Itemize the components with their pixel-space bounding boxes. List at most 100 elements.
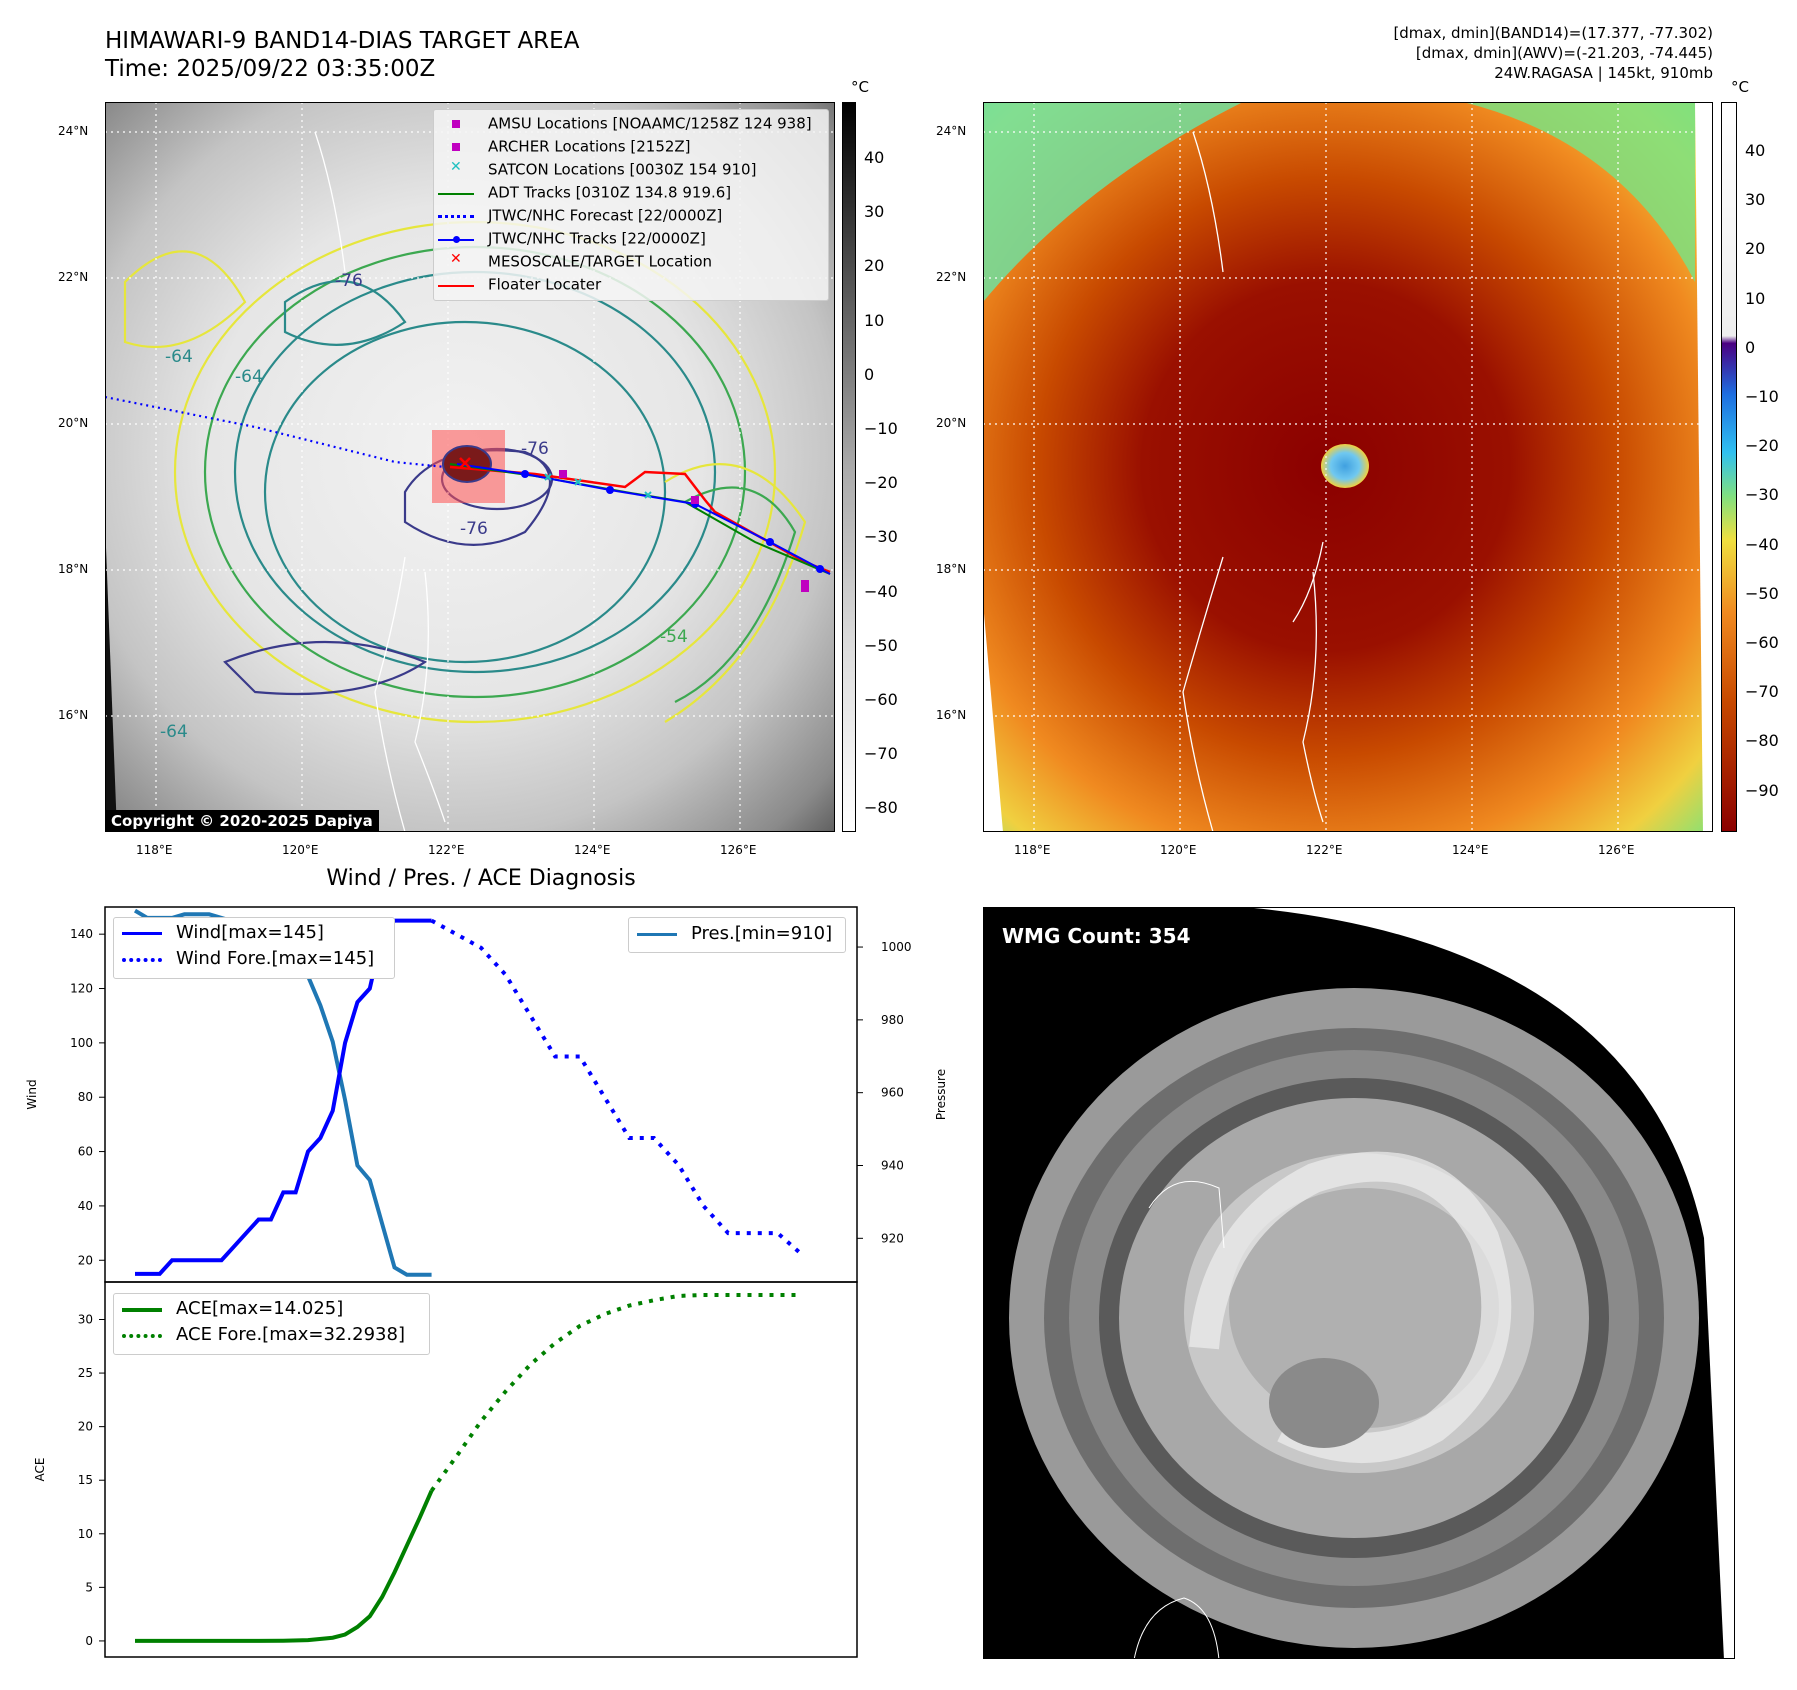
- legend-label: JTWC/NHC Tracks [22/0000Z]: [488, 229, 706, 248]
- wind-ytick-label: 80: [78, 1090, 93, 1104]
- ace-legend: ACE[max=14.025] ACE Fore.[max=32.2938]: [113, 1293, 430, 1355]
- copyright-label: Copyright © 2020-2025 Dapiya: [105, 810, 379, 832]
- ace-fore-legend-label: ACE Fore.[max=32.2938]: [176, 1324, 405, 1345]
- lat-label: 20°N: [936, 416, 967, 430]
- contour-label-group: -76 -76 -76 -64 -64 -64 -54: [160, 271, 688, 742]
- ace-ytick-label: 25: [78, 1366, 93, 1380]
- awv-gridlines: [983, 102, 1713, 832]
- legend-swatch: [438, 210, 474, 222]
- wmg-coastline-2: [1133, 1597, 1220, 1658]
- legend-item: JTWC/NHC Tracks [22/0000Z]: [438, 229, 706, 249]
- diagnosis-title: Wind / Pres. / ACE Diagnosis: [326, 866, 636, 891]
- legend-swatch: ✕: [450, 158, 462, 175]
- gray-colorbar-unit: °C: [851, 78, 869, 96]
- legend-label: JTWC/NHC Forecast [22/0000Z]: [488, 206, 723, 225]
- wmg-panel: WMG Count: 354: [983, 907, 1735, 1659]
- lon-label: 124°E: [1452, 843, 1489, 857]
- lat-label: 16°N: [936, 708, 967, 722]
- lat-label: 20°N: [58, 416, 89, 430]
- colorbar-tick-label: −10: [864, 419, 898, 438]
- awv-map-panel: [983, 102, 1713, 832]
- pressure-ytick-label: 980: [881, 1013, 904, 1027]
- colorbar-tick-label: −20: [1745, 436, 1779, 456]
- panel-time: Time: 2025/09/22 03:35:00Z: [105, 56, 436, 82]
- panel-title: HIMAWARI-9 BAND14-DIAS TARGET AREA: [105, 28, 580, 54]
- lon-label: 126°E: [1598, 843, 1635, 857]
- colorbar-tick-label: 20: [864, 256, 885, 276]
- legend-item: ADT Tracks [0310Z 134.8 919.6]: [438, 183, 731, 203]
- legend-item: ✕ MESOSCALE/TARGET Location: [438, 250, 713, 272]
- wind-ytick-label: 40: [78, 1199, 93, 1213]
- ace-legend-label: ACE[max=14.025]: [176, 1298, 344, 1319]
- contour-label: -76: [521, 439, 549, 459]
- colorbar-tick-label: −10: [1745, 387, 1779, 406]
- colorbar-tick-label: 20: [1745, 239, 1766, 259]
- lon-label: 122°E: [1306, 843, 1343, 857]
- legend-item: ✕ SATCON Locations [0030Z 154 910]: [438, 158, 757, 180]
- coastlines: [314, 131, 446, 832]
- lon-label: 120°E: [1160, 843, 1197, 857]
- legend-label: SATCON Locations [0030Z 154 910]: [488, 160, 757, 179]
- wind-fore-legend-label: Wind Fore.[max=145]: [176, 948, 375, 969]
- lat-label: 16°N: [58, 708, 89, 722]
- colorbar-tick-label: 30: [864, 202, 885, 222]
- awv-range-label: [dmax, dmin](AWV)=(-21.203, -74.445): [1415, 44, 1713, 62]
- contour-label: -54: [660, 627, 688, 647]
- wind-ytick-label: 120: [70, 982, 93, 996]
- legend-item: ARCHER Locations [2152Z]: [438, 137, 691, 157]
- archer-marker: [691, 496, 699, 504]
- pressure-ytick-label: 960: [881, 1086, 904, 1100]
- storm-info-label: 24W.RAGASA | 145kt, 910mb: [1494, 64, 1713, 82]
- colorbar-tick-label: 10: [864, 310, 885, 330]
- lat-label: 18°N: [58, 562, 89, 576]
- wmg-coastline: [1148, 1180, 1225, 1249]
- lon-label: 124°E: [574, 843, 611, 857]
- wind-legend-label: Wind[max=145]: [176, 922, 324, 943]
- awv-nodata-right: [1695, 102, 1713, 832]
- ir-map-panel: -76 -76 -76 -64 -64 -64 -54 AMSU Locatio…: [105, 102, 835, 832]
- colorbar-tick-label: 40: [1745, 141, 1766, 160]
- contour-label: -64: [235, 367, 263, 387]
- contour-label: -64: [160, 722, 188, 742]
- legend-swatch: [438, 233, 474, 245]
- legend-label: ARCHER Locations [2152Z]: [488, 137, 691, 156]
- ir-nodata-edge: [105, 522, 117, 832]
- ace-ytick-label: 0: [85, 1634, 93, 1648]
- legend-item: JTWC/NHC Forecast [22/0000Z]: [438, 206, 722, 226]
- lat-label: 22°N: [58, 270, 89, 284]
- wind-ytick-label: 100: [70, 1036, 93, 1050]
- ace-axes-frame: [104, 1281, 858, 1658]
- awv-green-corner-2: [1463, 102, 1695, 282]
- colorbar-tick-label: 10: [1745, 288, 1766, 308]
- colorbar-tick-label: 0: [864, 364, 875, 384]
- colorbar-tick-label: −50: [864, 635, 898, 655]
- colorbar-tick-label: −70: [1745, 682, 1779, 702]
- legend-label: MESOSCALE/TARGET Location: [488, 252, 713, 271]
- wmg-count-label: WMG Count: 354: [1002, 924, 1191, 948]
- ace-ytick-label: 5: [85, 1580, 93, 1594]
- pressure-ytick-label: 1000: [881, 940, 912, 954]
- colorbar-tick-label: 0: [1745, 337, 1756, 357]
- legend-label: Floater Locater: [488, 275, 602, 294]
- map-legend: AMSU Locations [NOAAMC/1258Z 124 938] ARC…: [433, 109, 829, 301]
- wind-legend: Wind[max=145] Wind Fore.[max=145]: [113, 917, 395, 979]
- contour-label: -64: [165, 347, 193, 367]
- lon-label: 122°E: [428, 843, 465, 857]
- jtwc-track: [456, 463, 831, 575]
- pressure-ytick-label: 940: [881, 1158, 904, 1172]
- pressure-legend-label: Pres.[min=910]: [691, 923, 833, 944]
- wind-ytick-label: 20: [78, 1253, 93, 1267]
- colorbar-tick-label: −80: [864, 798, 898, 818]
- contour-label: -76: [460, 519, 488, 539]
- colorbar-tick-label: −50: [1745, 583, 1779, 603]
- lon-label: 120°E: [282, 843, 319, 857]
- legend-swatch: ✕: [450, 250, 462, 267]
- colorbar-tick-label: −70: [864, 744, 898, 764]
- legend-swatch: [438, 118, 474, 130]
- wind-axis-label: Wind: [25, 1079, 39, 1109]
- gray-colorbar: [842, 102, 856, 832]
- awv-nodata-left: [983, 602, 1003, 832]
- legend-swatch: [438, 141, 474, 153]
- ace-fore-legend-swatch: [122, 1334, 162, 1338]
- colorbar-tick-label: −30: [864, 527, 898, 547]
